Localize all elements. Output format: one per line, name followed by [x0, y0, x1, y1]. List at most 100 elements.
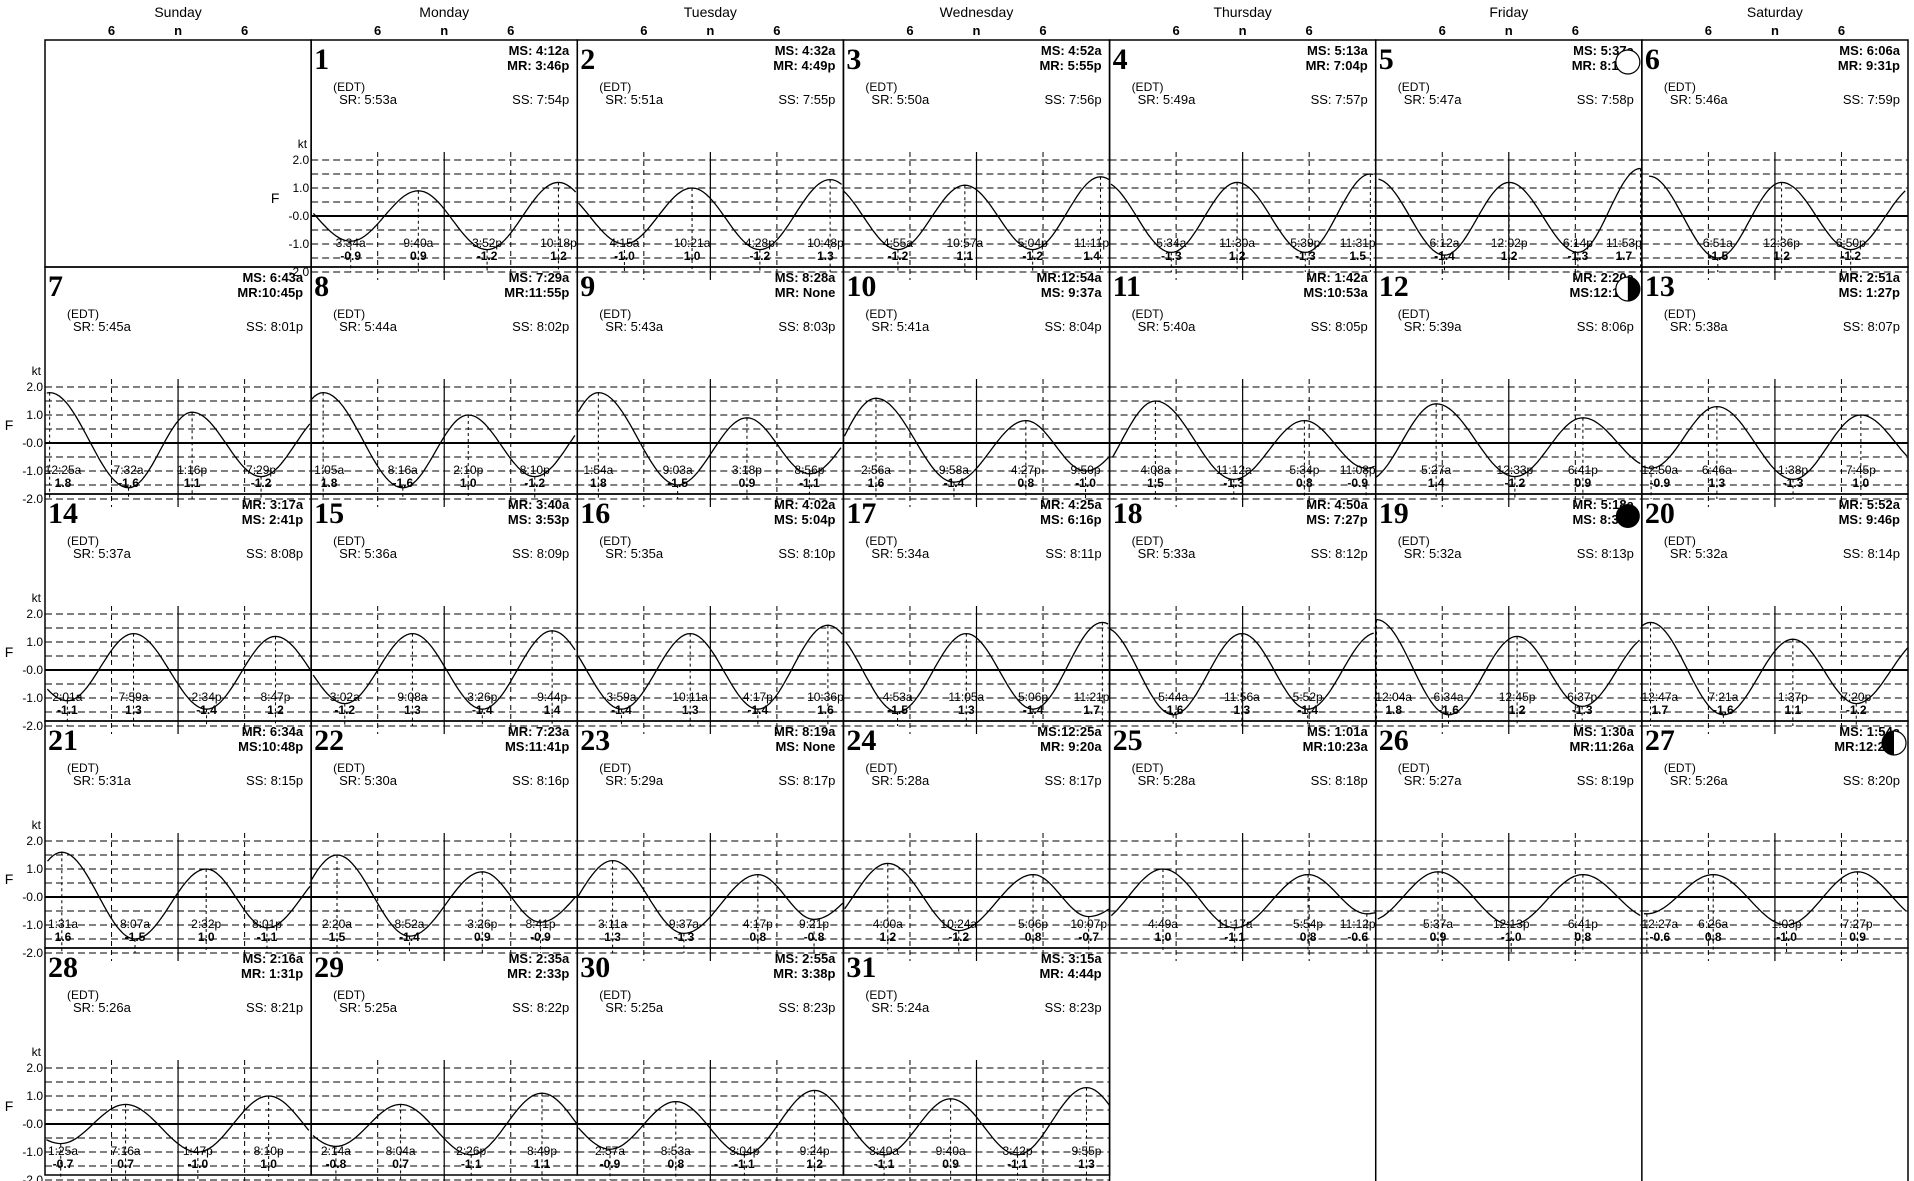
date-number: 5 [1379, 43, 1394, 76]
date-number: 25 [1113, 724, 1143, 757]
event-time: 8:52a [394, 917, 424, 931]
current-curve [46, 1095, 310, 1153]
event-time: 3:26p [467, 690, 497, 704]
date-number: 14 [48, 497, 78, 530]
event-time: 8:47p [260, 690, 290, 704]
hour-mark: n [1505, 23, 1513, 38]
event-time: 2:56a [861, 463, 891, 477]
event-value: -1.5 [887, 703, 908, 717]
timezone-label: (EDT) [865, 307, 897, 321]
event-time: 3:40a [869, 1144, 899, 1158]
sunset-time: SS: 8:12p [1311, 546, 1368, 561]
event-time: 12:33p [1497, 463, 1534, 477]
current-curve [1641, 621, 1909, 716]
event-value: 0.9 [942, 1157, 959, 1171]
axis-tick-label: -0.0 [288, 209, 309, 223]
sunset-time: SS: 7:56p [1044, 92, 1101, 107]
current-curve [1375, 403, 1641, 478]
sunrise-time: SR: 5:31a [73, 773, 132, 788]
axis-unit-label: kt [32, 818, 42, 832]
sunset-time: SS: 7:57p [1311, 92, 1368, 107]
hour-mark: 6 [1439, 23, 1446, 38]
event-time: 2:26p [456, 1144, 486, 1158]
event-time: 8:53a [661, 1144, 691, 1158]
axis-tick-label: -2.0 [22, 1173, 43, 1181]
current-curve [46, 391, 311, 489]
date-number: 27 [1645, 724, 1675, 757]
timezone-label: (EDT) [599, 988, 631, 1002]
timezone-label: (EDT) [67, 307, 99, 321]
sunset-time: SS: 8:18p [1311, 773, 1368, 788]
event-time: 5:34p [1289, 463, 1319, 477]
event-value: -1.6 [118, 476, 139, 490]
date-number: 20 [1645, 497, 1675, 530]
event-value: 1.1 [957, 249, 974, 263]
event-value: -0.6 [1347, 930, 1368, 944]
axis-unit-label: kt [32, 591, 42, 605]
current-curve [844, 862, 1110, 932]
event-value: 1.3 [1234, 703, 1251, 717]
last-quarter-moon-icon [1615, 276, 1641, 302]
timezone-label: (EDT) [333, 534, 365, 548]
moon-time-2: MR:11:26a [1570, 739, 1635, 754]
axis-tick-label: -1.0 [22, 918, 43, 932]
event-time: 11:11p [1074, 236, 1109, 250]
sunset-time: SS: 8:17p [1044, 773, 1101, 788]
timezone-label: (EDT) [1132, 307, 1164, 321]
event-value: -0.9 [340, 249, 361, 263]
hour-mark: n [706, 23, 714, 38]
event-time: 2:10p [453, 463, 483, 477]
date-number: 11 [1113, 270, 1141, 303]
event-time: 7:45p [1846, 463, 1876, 477]
event-time: 9:50p [1071, 463, 1101, 477]
event-time: 6:46a [1702, 463, 1732, 477]
moon-time-1: MR: 7:23a [508, 724, 570, 739]
current-curve [577, 859, 844, 935]
event-time: 6:50p [1836, 236, 1866, 250]
event-value: -1.2 [334, 703, 355, 717]
event-value: -1.4 [1434, 249, 1455, 263]
axis-tick-label: 1.0 [26, 635, 43, 649]
date-number: 13 [1645, 270, 1675, 303]
timezone-label: (EDT) [599, 534, 631, 548]
event-value: -1.4 [1297, 703, 1318, 717]
event-value: 0.8 [667, 1157, 684, 1171]
day-header-friday: Friday [1489, 4, 1528, 20]
current-curve [46, 632, 311, 710]
event-value: 1.2 [1229, 249, 1246, 263]
timezone-label: (EDT) [865, 761, 897, 775]
current-curve [1648, 175, 1906, 259]
event-value: -1.1 [1007, 1157, 1028, 1171]
event-value: 1.2 [806, 1157, 823, 1171]
sunrise-time: SR: 5:50a [871, 92, 930, 107]
event-time: 12:45p [1499, 690, 1536, 704]
event-time: 8:10p [254, 1144, 284, 1158]
event-value: 1.8 [55, 476, 72, 490]
current-curve [577, 391, 842, 486]
event-time: 2:01a [52, 690, 82, 704]
event-value: 1.5 [329, 930, 346, 944]
sunset-time: SS: 8:06p [1577, 319, 1634, 334]
event-time: 3:34a [336, 236, 366, 250]
timezone-label: (EDT) [333, 761, 365, 775]
moon-time-2: MR: None [775, 285, 836, 300]
moon-time-1: MS: 3:15a [1041, 951, 1102, 966]
hour-mark: n [1771, 23, 1779, 38]
hour-mark: 6 [374, 23, 381, 38]
event-value: 1.2 [267, 703, 284, 717]
event-value: 1.3 [604, 930, 621, 944]
sunset-time: SS: 8:15p [246, 773, 303, 788]
sunrise-time: SR: 5:39a [1404, 319, 1463, 334]
event-value: -1.2 [888, 249, 909, 263]
timezone-label: (EDT) [1398, 307, 1430, 321]
sunrise-time: SR: 5:30a [339, 773, 398, 788]
event-value: 1.3 [404, 703, 421, 717]
event-value: 1.2 [879, 930, 896, 944]
moon-time-1: MR: 3:17a [242, 497, 304, 512]
event-time: 6:51a [1703, 236, 1733, 250]
hour-mark: 6 [241, 23, 248, 38]
axis-tick-label: -1.0 [22, 691, 43, 705]
event-time: 11:30a [1219, 236, 1255, 250]
date-number: 24 [846, 724, 876, 757]
